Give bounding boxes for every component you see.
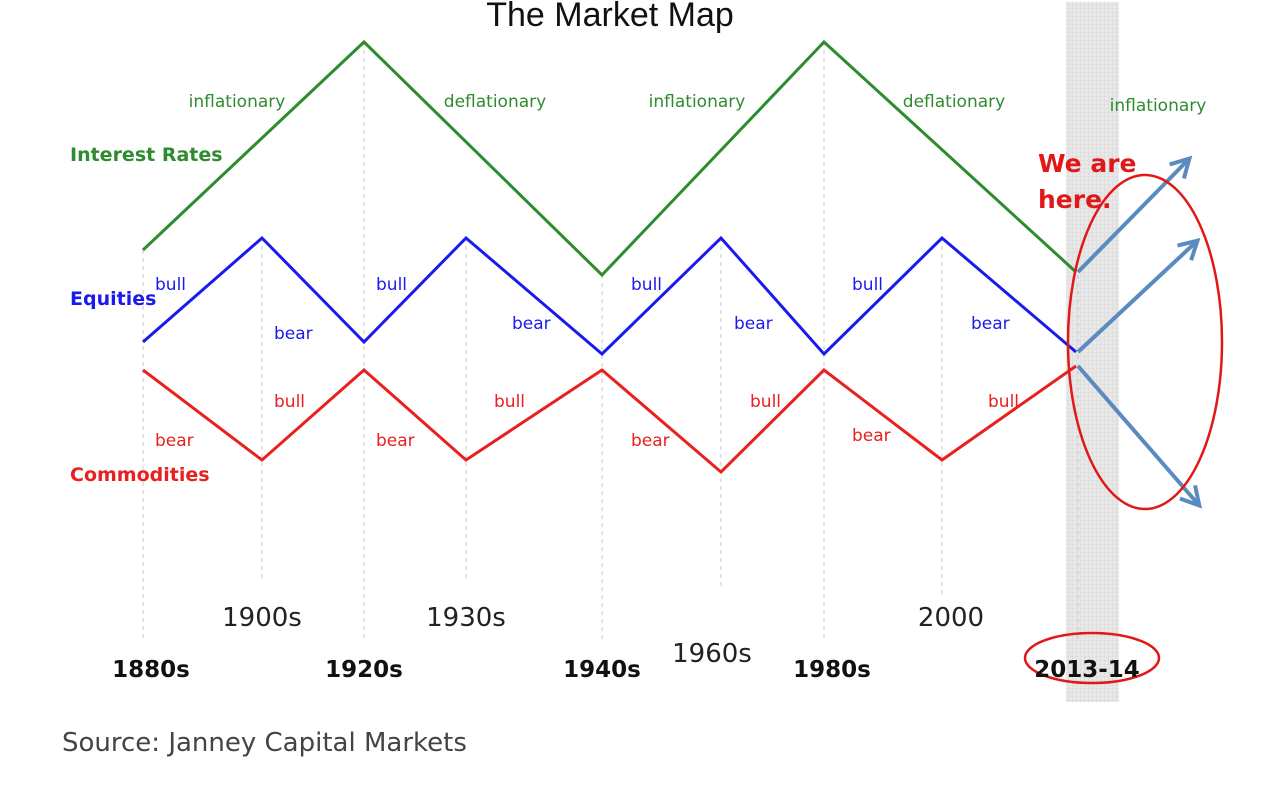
annotation-line-1: We are xyxy=(1038,149,1137,178)
equity-phase-label: bear xyxy=(734,314,773,334)
highlight-tick-ellipse xyxy=(1023,631,1161,685)
phase-label: inflationary xyxy=(1110,96,1207,116)
equity-phase-label: bear xyxy=(971,314,1010,334)
commodity-phase-label: bear xyxy=(376,431,415,451)
equity-phase-label: bear xyxy=(512,314,551,334)
equities-label: Equities xyxy=(70,288,156,310)
commodities-label: Commodities xyxy=(70,464,210,486)
commodity-phase-label: bear xyxy=(852,426,891,446)
time-tick-label: 1960s xyxy=(672,639,752,669)
phase-label: inflationary xyxy=(189,92,286,112)
commodity-phase-label: bear xyxy=(631,431,670,451)
equity-phase-label: bear xyxy=(274,324,313,344)
phase-label: deflationary xyxy=(444,92,546,112)
page-title: The Market Map xyxy=(486,0,734,34)
projection-arrows xyxy=(1076,160,1198,504)
time-tick-label: 2000 xyxy=(918,603,984,633)
interest-projection-arrow xyxy=(1076,160,1188,274)
time-tick-label: 1880s xyxy=(112,657,190,683)
commodities-line xyxy=(142,364,1077,475)
commodity-phase-label: bear xyxy=(155,431,194,451)
equities-projection-arrow xyxy=(1076,242,1196,354)
time-tick-label: 1920s xyxy=(325,657,403,683)
annotation-line-2: here. xyxy=(1038,185,1112,214)
equity-phase-label: bull xyxy=(852,275,883,295)
highlighted-time-tick-label: 2013-14 xyxy=(1034,657,1140,683)
time-tick-label: 1980s xyxy=(793,657,871,683)
equities-line xyxy=(142,235,1077,357)
interest-rates-label: Interest Rates xyxy=(70,144,223,166)
time-tick-label: 1930s xyxy=(426,603,506,633)
commodity-phase-label: bull xyxy=(274,392,305,412)
commodities-projection-arrow xyxy=(1076,364,1198,504)
equity-phase-label: bull xyxy=(631,275,662,295)
equity-phase-label: bull xyxy=(155,275,186,295)
commodity-phase-label: bull xyxy=(988,392,1019,412)
interest-rates-line xyxy=(141,39,1078,278)
phase-label: deflationary xyxy=(903,92,1005,112)
phase-label: inflationary xyxy=(649,92,746,112)
time-tick-label: 1940s xyxy=(563,657,641,683)
commodity-phase-label: bull xyxy=(750,392,781,412)
time-tick-label: 1900s xyxy=(222,603,302,633)
equity-phase-label: bull xyxy=(376,275,407,295)
we-are-here-ellipse xyxy=(1066,173,1224,511)
commodity-phase-label: bull xyxy=(494,392,525,412)
source-caption: Source: Janney Capital Markets xyxy=(62,728,467,758)
